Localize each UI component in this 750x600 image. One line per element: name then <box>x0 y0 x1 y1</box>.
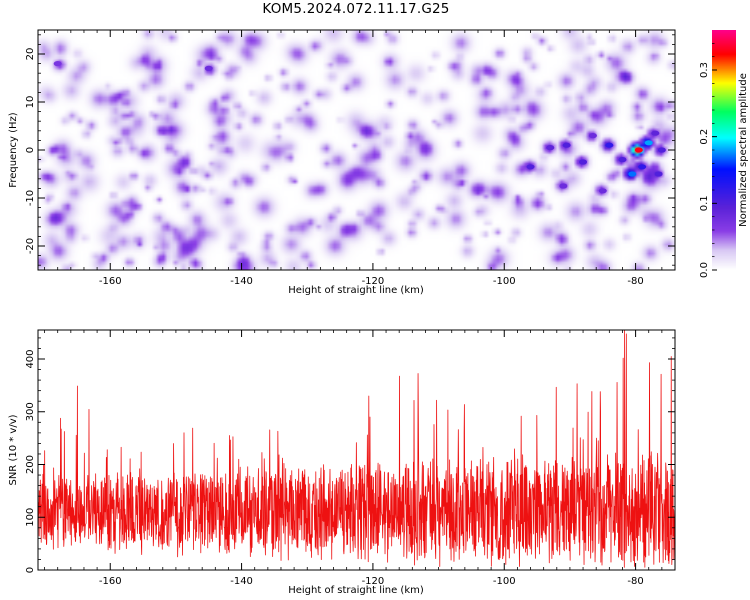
spectrogram-x-tick-label: -160 <box>99 276 122 287</box>
spectrogram-hotspot <box>588 133 597 139</box>
spectrogram-hotspot <box>657 147 666 153</box>
snr-x-axis-label: Height of straight line (km) <box>288 585 424 596</box>
colorbar-tick-label: 0.2 <box>699 129 710 145</box>
snr-y-tick-label: 100 <box>25 508 36 527</box>
spectrogram-hotspot <box>634 147 643 153</box>
page-title: KOM5.2024.072.11.17.G25 <box>262 1 450 17</box>
colorbar-tick-label: 0.0 <box>699 262 710 278</box>
snr-x-tick-label: -120 <box>362 576 385 587</box>
spectrogram-hotspot <box>53 61 62 67</box>
spectrogram-x-axis-label: Height of straight line (km) <box>288 285 424 296</box>
snr-y-tick-label: 200 <box>25 455 36 474</box>
spectrogram-hotspot <box>638 164 647 170</box>
spectrogram-x-tick-label: -80 <box>627 276 643 287</box>
snr-panel: -160 -140 -120 -100 -80 0 100 200 300 400 Height… <box>8 329 676 596</box>
colorbar-tick-label: 0.1 <box>699 195 710 211</box>
colorbar-label: Normalized spectral amplitude <box>738 73 749 227</box>
spectrogram-hotspot <box>546 145 555 151</box>
colorbar: 0.0 0.1 0.2 0.3 Normalized spectral amplitu… <box>699 30 749 278</box>
spectrogram-hotspot <box>598 188 607 194</box>
snr-x-tick-label: -140 <box>230 576 253 587</box>
spectrogram-y-tick-label: -10 <box>25 190 36 206</box>
spectrogram-y-tick-label: 10 <box>25 96 36 109</box>
spectrogram-hotspot <box>605 142 614 148</box>
snr-y-tick-label: 400 <box>25 349 36 368</box>
spectrogram-x-tick-label: -140 <box>230 276 253 287</box>
spectrogram-x-tick-label: -100 <box>493 276 516 287</box>
spectrogram-hotspot <box>654 171 663 177</box>
spectrogram-heatmap <box>38 30 675 270</box>
spectrogram-hotspot <box>204 65 213 71</box>
spectrogram-hotspot <box>628 171 637 177</box>
spectrogram-y-tick-label: 0 <box>25 147 36 153</box>
spectrogram-hotspot <box>644 140 653 146</box>
spectrogram-hotspot <box>562 142 571 148</box>
snr-frame <box>37 329 676 571</box>
spectrogram-hotspots <box>53 61 666 194</box>
spectrogram-y-axis-label: Frequency (Hz) <box>8 112 19 188</box>
snr-x-tick-label: -100 <box>493 576 516 587</box>
spectrogram-x-tick-label: -120 <box>362 276 385 287</box>
spectrogram-hotspot <box>579 159 588 165</box>
colorbar-tick-label: 0.3 <box>699 62 710 78</box>
snr-x-tick-label: -160 <box>99 576 122 587</box>
snr-x-tick-label: -80 <box>627 576 643 587</box>
spectrogram-hotspot <box>526 164 535 170</box>
snr-series-line <box>38 330 675 568</box>
spectrogram-y-tick-label: -20 <box>25 238 36 254</box>
snr-y-tick-label: 300 <box>25 402 36 421</box>
spectrogram-hotspot <box>559 183 568 189</box>
snr-y-tick-label: 0 <box>25 567 36 573</box>
snr-y-axis-label: SNR (10 * v/v) <box>8 414 19 485</box>
spectrogram-hotspot <box>618 157 627 163</box>
colorbar-gradient <box>712 30 736 270</box>
spectrogram-hotspot <box>651 130 660 136</box>
spectrogram-y-tick-label: 20 <box>25 48 36 61</box>
